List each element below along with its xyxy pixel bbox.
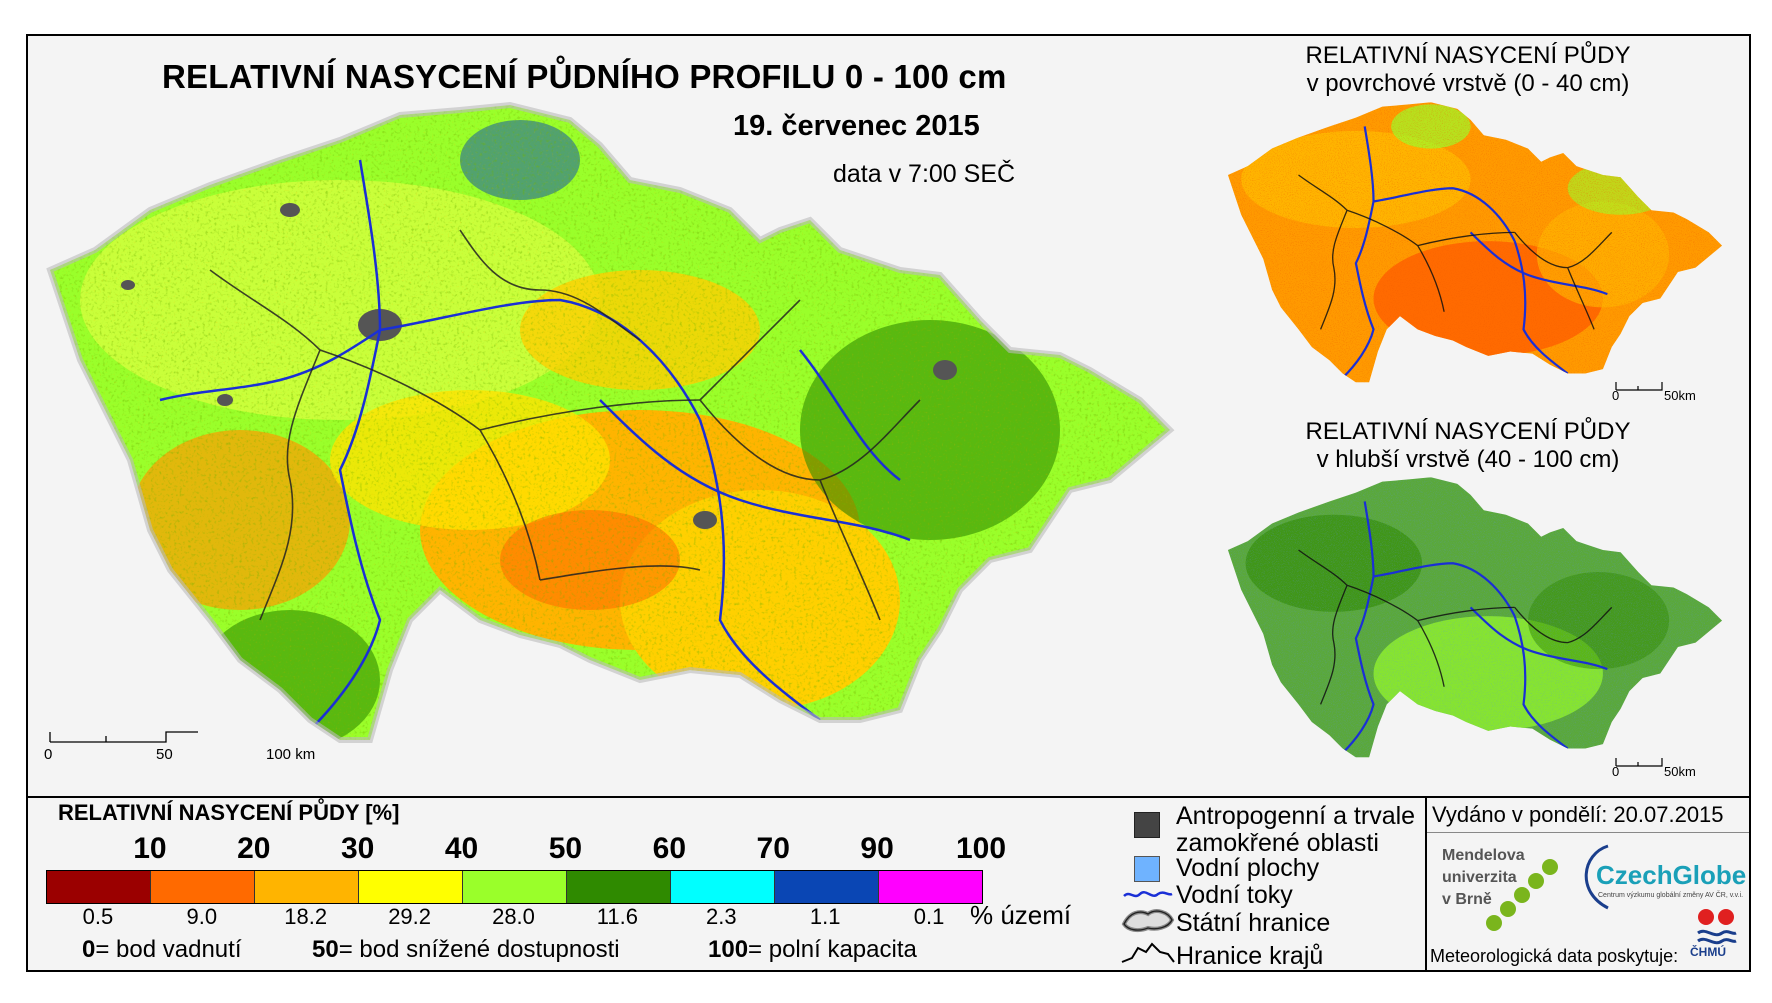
note-wilting-num: 0 bbox=[82, 936, 96, 963]
note-reduced-text: = bod snížené dostupnosti bbox=[338, 936, 620, 963]
note-reduced-num: 50 bbox=[312, 936, 339, 963]
legend-class-6 bbox=[670, 871, 774, 903]
main-scale-50: 50 bbox=[156, 746, 173, 763]
legend-break-50: 50 bbox=[548, 832, 583, 865]
inset-bottom-scale-bar bbox=[1615, 758, 1663, 767]
legend-break-10: 10 bbox=[133, 832, 167, 865]
symbol-water-bodies: Vodní plochy bbox=[1176, 854, 1320, 882]
inset-top-title: RELATIVNÍ NASYCENÍ PŮDY v povrchové vrst… bbox=[1258, 42, 1678, 98]
symbol-state-border: Státní hranice bbox=[1176, 909, 1331, 937]
inset-bottom-title: RELATIVNÍ NASYCENÍ PŮDY v hlubší vrstvě … bbox=[1258, 418, 1678, 474]
note-reduced: 50= bod snížené dostupnosti bbox=[312, 936, 620, 964]
czechglobe-subtitle: Centrum výzkumu globální změny AV ČR, v.… bbox=[1598, 892, 1744, 899]
water-body-swatch-icon bbox=[1134, 856, 1160, 882]
inset-bottom-title-line1: RELATIVNÍ NASYCENÍ PŮDY bbox=[1305, 418, 1631, 445]
symbol-anthropogenic-line1: Antropogenní a trvale bbox=[1176, 802, 1416, 830]
legend-pct-unit: % území bbox=[970, 900, 1072, 930]
inset-top-scale-bar bbox=[1615, 382, 1663, 391]
legend-class-4 bbox=[462, 871, 566, 903]
legend-class-pct-1: 9.0 bbox=[186, 904, 218, 929]
note-wilting-text: = bod vadnutí bbox=[95, 936, 242, 963]
region-border-icon bbox=[1121, 942, 1175, 963]
legend-class-pct-0: 0.5 bbox=[82, 904, 114, 929]
mendel-dots-icon bbox=[1486, 859, 1558, 931]
main-scale-0: 0 bbox=[44, 746, 53, 763]
legend-class-pct-5: 11.6 bbox=[596, 904, 638, 929]
legend-class-pct-8: 0.1 bbox=[913, 904, 945, 929]
inset-bottom-scale-0: 0 bbox=[1612, 764, 1620, 779]
legend-title: RELATIVNÍ NASYCENÍ PŮDY [%] bbox=[58, 800, 400, 825]
chmu-logo-icon bbox=[1697, 909, 1737, 945]
inset-bottom-scale-50: 50km bbox=[1664, 764, 1696, 779]
mendel-line3: v Brně bbox=[1442, 891, 1492, 908]
czechglobe-logo: CzechGlobe bbox=[1596, 860, 1747, 890]
chmu-logo-text: ČHMÚ bbox=[1690, 945, 1726, 959]
legend-break-40: 40 bbox=[444, 832, 479, 865]
note-wilting: 0= bod vadnutí bbox=[82, 936, 241, 964]
anthropogenic-swatch-icon bbox=[1134, 812, 1160, 838]
legend-separator bbox=[26, 796, 1751, 798]
legend-class-pct-3: 29.2 bbox=[388, 904, 432, 929]
czechglobe-arc-icon bbox=[1584, 844, 1609, 910]
inset-top-title-line2: v povrchové vrstvě (0 - 40 cm) bbox=[1306, 70, 1630, 97]
legend-class-pct-7: 1.1 bbox=[809, 904, 841, 929]
main-map bbox=[46, 101, 1175, 743]
state-border-icon bbox=[1121, 909, 1175, 933]
legend-break-60: 60 bbox=[652, 832, 687, 865]
legend-color-bar bbox=[46, 870, 983, 904]
meteo-credit: Meteorologická data poskytuje: bbox=[1430, 946, 1679, 966]
legend-class-5 bbox=[566, 871, 670, 903]
inset-top-map bbox=[1227, 102, 1723, 383]
mendel-line1: Mendelova bbox=[1442, 847, 1525, 864]
symbol-rivers: Vodní toky bbox=[1176, 881, 1293, 909]
legend-class-pct-4: 28.0 bbox=[492, 904, 535, 929]
map-time: data v 7:00 SEČ bbox=[833, 160, 1016, 188]
map-title: RELATIVNÍ NASYCENÍ PŮDNÍHO PROFILU 0 - 1… bbox=[162, 58, 1007, 95]
inset-top-scale-50: 50km bbox=[1664, 388, 1696, 403]
legend-class-3 bbox=[358, 871, 462, 903]
map-date: 19. červenec 2015 bbox=[733, 110, 980, 142]
note-capacity-text: = polní kapacita bbox=[748, 936, 917, 963]
legend-break-20: 20 bbox=[237, 832, 271, 865]
inset-bottom-title-line2: v hlubší vrstvě (40 - 100 cm) bbox=[1316, 446, 1620, 473]
note-capacity: 100= polní kapacita bbox=[708, 936, 917, 964]
main-scale-bar bbox=[49, 731, 198, 743]
symbol-anthropogenic-line2: zamokřené oblasti bbox=[1176, 829, 1379, 857]
note-capacity-num: 100 bbox=[708, 936, 749, 963]
legend-class-1 bbox=[150, 871, 254, 903]
info-divider bbox=[1427, 832, 1749, 833]
legend-class-7 bbox=[774, 871, 878, 903]
legend-class-2 bbox=[254, 871, 358, 903]
legend-break-70: 70 bbox=[756, 832, 790, 865]
issued-date: Vydáno v pondělí: 20.07.2015 bbox=[1432, 802, 1724, 827]
legend-class-pct-6: 2.3 bbox=[705, 904, 737, 929]
legend-break-90: 90 bbox=[860, 832, 894, 865]
legend-class-0 bbox=[47, 871, 150, 903]
inset-bottom-map bbox=[1227, 477, 1723, 758]
legend-class-pct-2: 18.2 bbox=[284, 904, 328, 929]
legend-break-100: 100 bbox=[955, 832, 1007, 865]
river-line-icon bbox=[1123, 891, 1173, 898]
mendel-line2: univerzita bbox=[1442, 869, 1517, 886]
inset-top-scale-0: 0 bbox=[1612, 388, 1620, 403]
main-scale-100: 100 km bbox=[266, 746, 316, 763]
legend-break-30: 30 bbox=[340, 832, 375, 865]
legend-class-8 bbox=[878, 871, 982, 903]
mendel-logo-text: Mendelova univerzita v Brně bbox=[1442, 845, 1525, 911]
inset-top-title-line1: RELATIVNÍ NASYCENÍ PŮDY bbox=[1305, 42, 1631, 69]
info-box bbox=[1425, 798, 1751, 972]
symbol-region-border: Hranice krajů bbox=[1176, 942, 1324, 970]
